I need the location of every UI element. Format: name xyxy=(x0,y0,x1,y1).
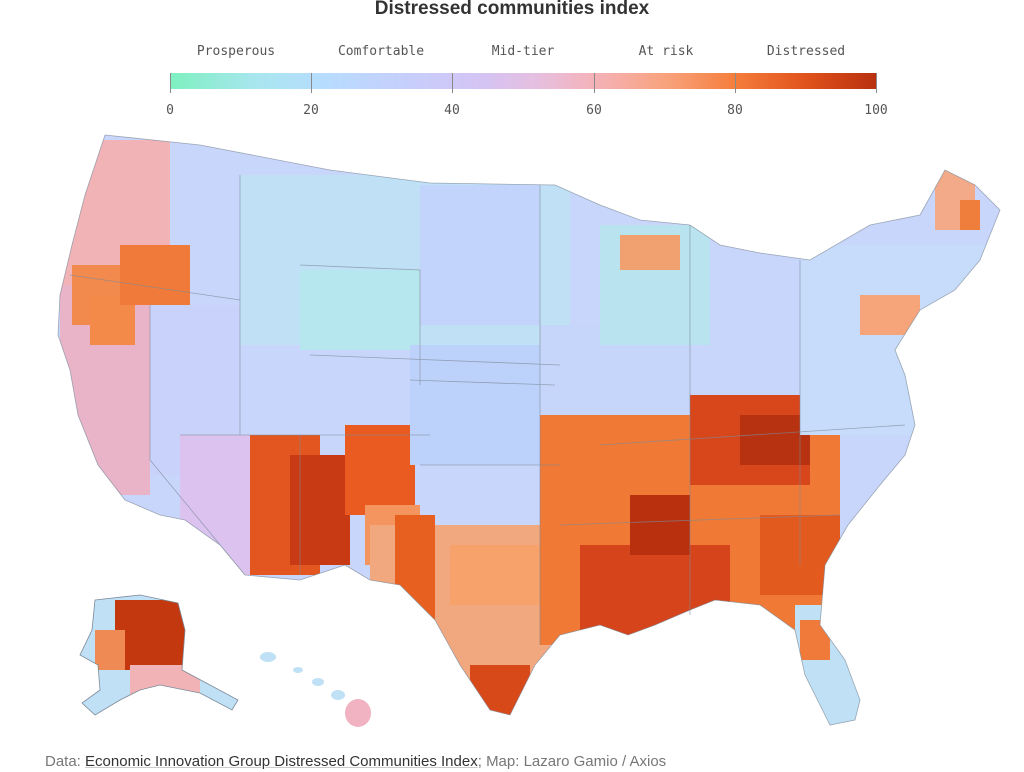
map-credit: Lazaro Gamio / Axios xyxy=(523,753,667,770)
legend-tick-line-40 xyxy=(452,73,453,93)
map-label: Map: xyxy=(486,753,520,770)
legend-tick-label-60: 60 xyxy=(586,103,602,118)
legend-tick-line-60 xyxy=(594,73,595,93)
legend-category-comfortable: Comfortable xyxy=(337,44,425,59)
alaska-counties[interactable] xyxy=(70,585,250,725)
legend-tick-line-100 xyxy=(876,73,877,93)
hawaii-counties[interactable] xyxy=(260,652,371,727)
choropleth-map[interactable] xyxy=(0,125,1024,745)
legend-tick-label-100: 100 xyxy=(864,103,888,118)
legend-tick-line-80 xyxy=(735,73,736,93)
source-footer: Data: Economic Innovation Group Distress… xyxy=(45,753,666,770)
source-link[interactable]: Economic Innovation Group Distressed Com… xyxy=(85,753,478,770)
legend-category-distressed: Distressed xyxy=(766,44,846,59)
separator: ; xyxy=(477,753,482,770)
state-borders xyxy=(57,134,1001,726)
legend-tick-label-40: 40 xyxy=(444,103,460,118)
legend-tick-label-80: 80 xyxy=(727,103,743,118)
legend-category-mid-tier: Mid-tier xyxy=(491,44,555,59)
legend-category-at-risk: At risk xyxy=(638,44,694,59)
legend-tick-label-20: 20 xyxy=(303,103,319,118)
map-title: Distressed communities index xyxy=(374,0,650,19)
alaska-outline xyxy=(79,594,239,716)
legend-category-prosperous: Prosperous xyxy=(196,44,276,59)
legend-tick-label-0: 0 xyxy=(166,103,174,118)
legend-tick-line-20 xyxy=(311,73,312,93)
legend-tick-line-0 xyxy=(170,73,171,93)
legend-color-ramp xyxy=(170,73,877,89)
data-label: Data: xyxy=(45,753,81,770)
us-counties-map-svg[interactable] xyxy=(0,125,1024,745)
legend: Prosperous Comfortable Mid-tier At risk … xyxy=(0,0,1024,130)
